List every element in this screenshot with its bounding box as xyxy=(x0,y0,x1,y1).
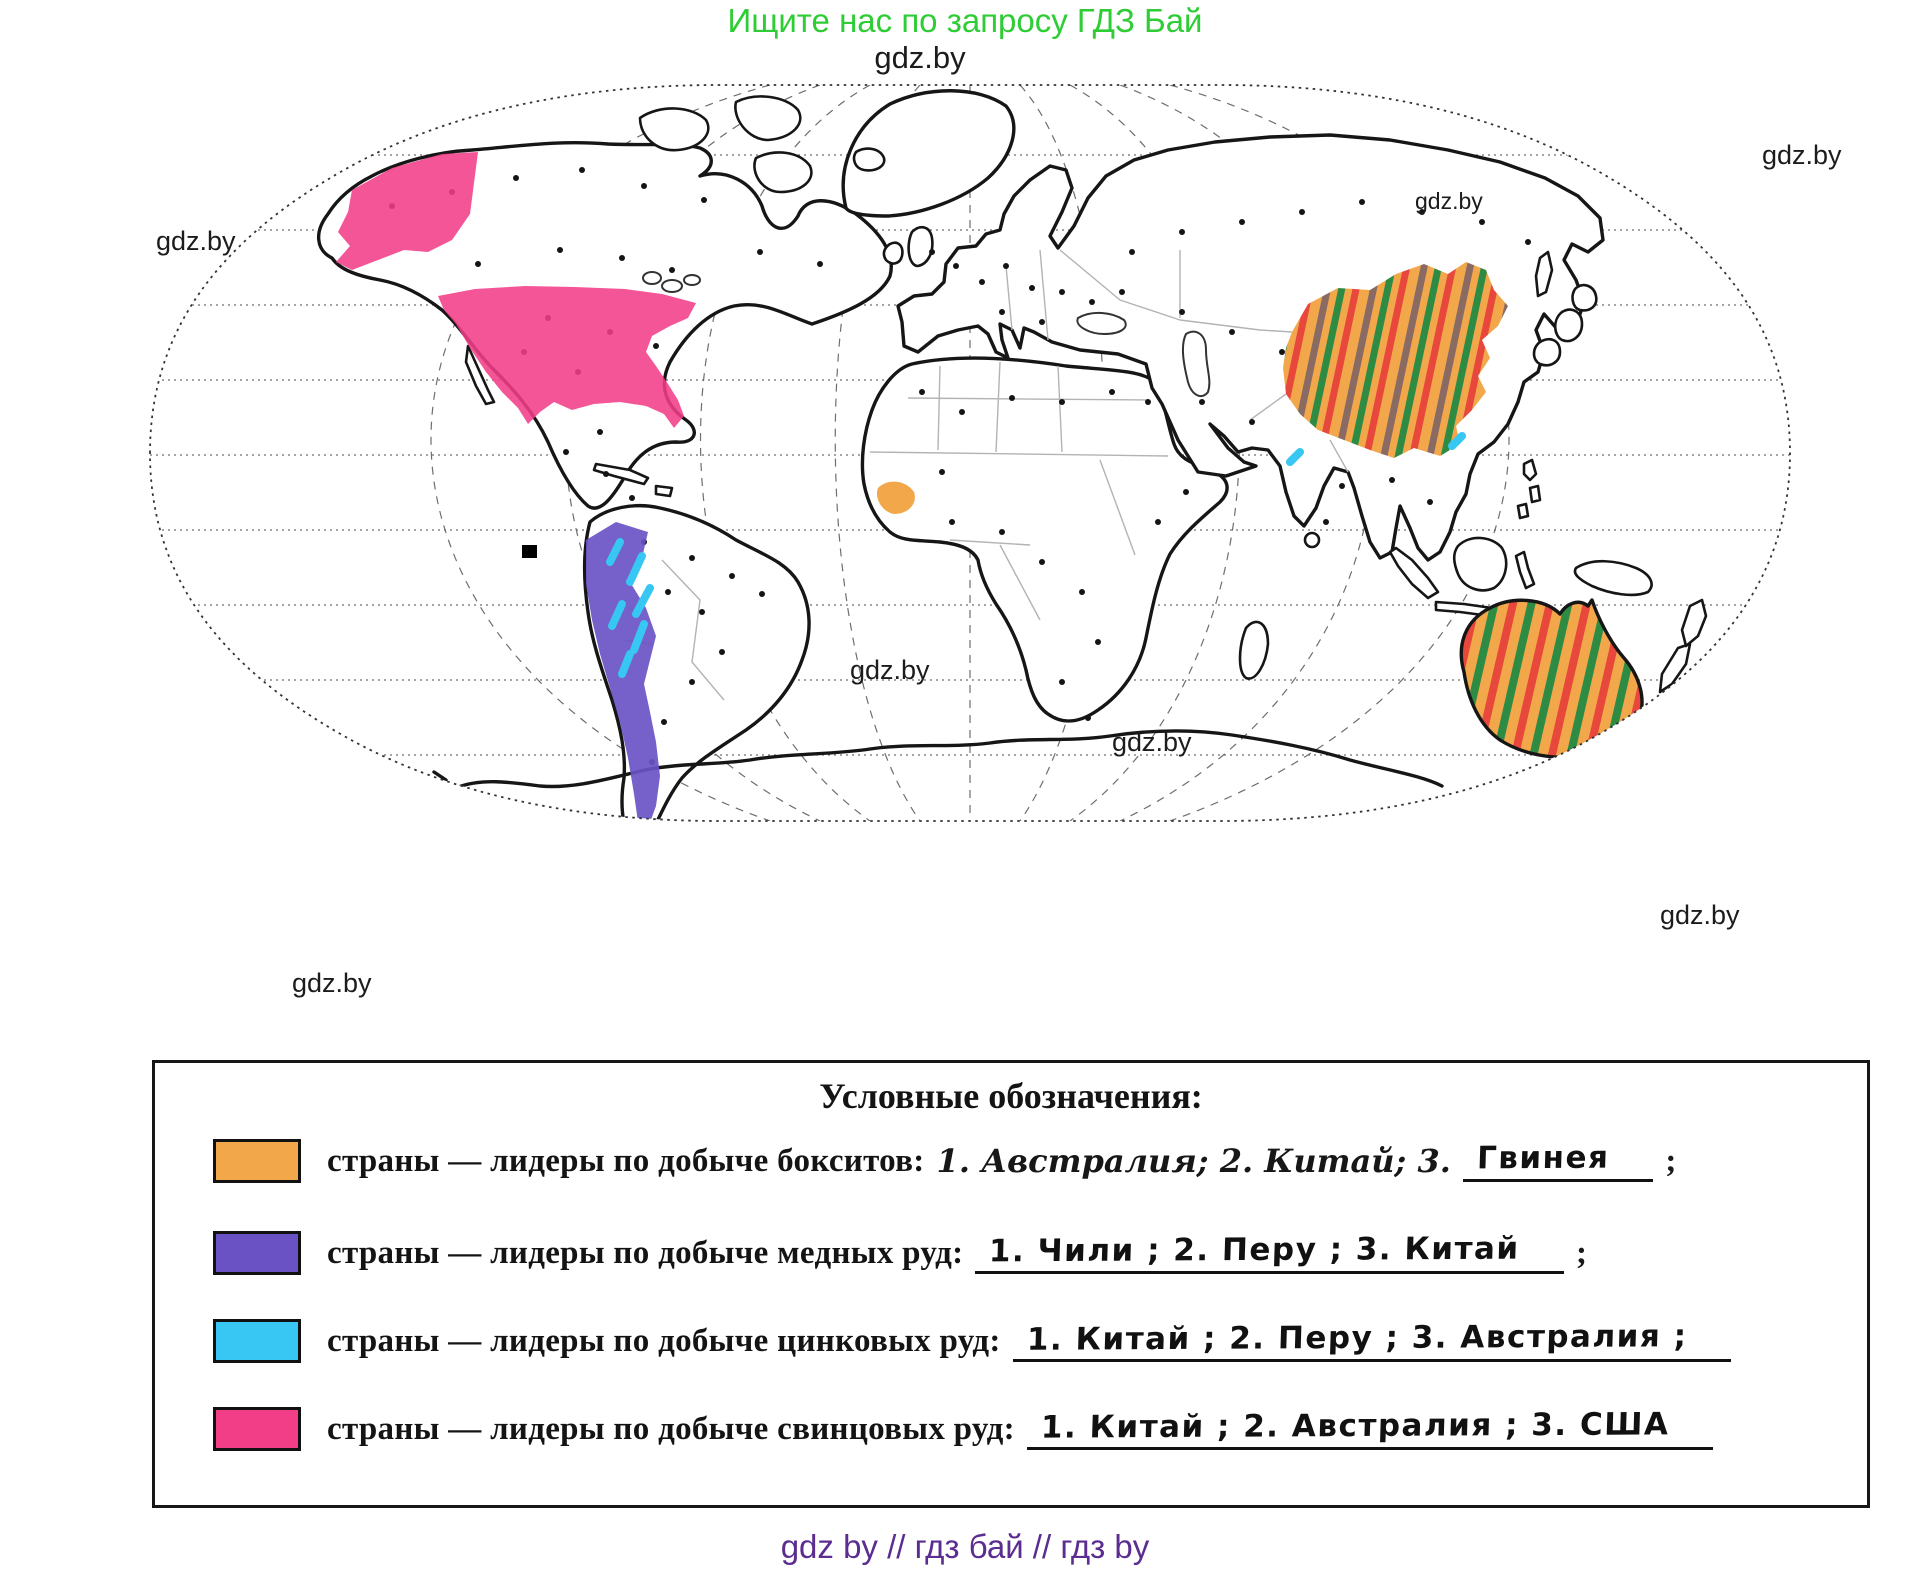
lake-caspian xyxy=(1181,330,1211,398)
lakes xyxy=(642,271,1211,398)
lake-black-sea xyxy=(1076,312,1127,336)
watermark-gdzby: gdz.by xyxy=(874,40,966,75)
zinc-marks-china xyxy=(1286,432,1466,466)
island-new-zealand xyxy=(1658,598,1708,694)
islands-caribbean xyxy=(592,462,674,498)
handwritten-answer: 1. Китай ; 2. Перу ; 3. Австралия ; xyxy=(1026,1318,1688,1358)
country-australia-striped xyxy=(1459,598,1644,759)
continent-antarctica xyxy=(432,729,1444,796)
island-tasmania xyxy=(1556,759,1584,785)
legend-label: страны — лидеры по добыче цинковых руд: xyxy=(327,1322,1001,1359)
legend-row-zinc: страны — лидеры по добыче цинковых руд: … xyxy=(213,1315,1853,1367)
legend-swatch-lead xyxy=(213,1407,301,1451)
arctic-islands xyxy=(638,95,813,194)
legend-row-copper: страны — лидеры по добыче медных руд: 1.… xyxy=(213,1227,1853,1279)
island-greenland xyxy=(841,89,1016,218)
handwritten-answer: 1. Китай ; 2. Австралия ; 3. США xyxy=(1040,1406,1670,1446)
continents xyxy=(317,89,1708,821)
legend-label: страны — лидеры по добыче медных руд: xyxy=(327,1234,964,1271)
peninsula-baja xyxy=(464,344,496,406)
legend-label: страны — лидеры по добыче свинцовых руд: xyxy=(327,1410,1015,1447)
continent-eurasia xyxy=(896,133,1605,562)
legend-box: Условные обозначения: страны — лидеры по… xyxy=(152,1060,1870,1508)
country-alaska-lead xyxy=(336,152,478,270)
map-frame xyxy=(149,84,1791,822)
footer-watermark: gdz by // гдз бай // гдз by xyxy=(780,1528,1150,1565)
island-japan xyxy=(1532,250,1598,367)
legend-title: Условные обозначения: xyxy=(819,1076,1203,1116)
island-iceland xyxy=(852,147,886,172)
watermark-gdzby: gdz.by xyxy=(156,226,236,256)
country-usa-lead xyxy=(438,286,696,428)
legend-swatch-bauxite xyxy=(213,1139,301,1183)
watermark-gdzby: gdz.by xyxy=(1415,188,1483,214)
watermark-gdzby: gdz.by xyxy=(1660,900,1740,930)
zinc-marks-peru xyxy=(606,538,654,678)
legend-swatch-copper xyxy=(213,1231,301,1275)
handwritten-answer: 1. Чили ; 2. Перу ; 3. Китай xyxy=(988,1230,1521,1270)
watermark-gdzby: gdz.by xyxy=(292,968,372,998)
watermark-gdzby: gdz.by xyxy=(850,655,930,685)
legend-row-lead: страны — лидеры по добыче свинцовых руд:… xyxy=(213,1403,1853,1455)
island-sri-lanka xyxy=(1303,531,1321,549)
legend-suffix: ; xyxy=(1576,1234,1588,1271)
colored-countries xyxy=(336,152,1644,821)
legend-printed-answers: 1. Австралия; 2. Китай; 3. xyxy=(936,1142,1451,1180)
country-china-striped xyxy=(1283,262,1508,458)
watermark-gdzby: gdz.by xyxy=(1762,140,1842,170)
promo-banner: Ищите нас по запросу ГДЗ Бай xyxy=(727,2,1203,39)
island-uk-ireland xyxy=(882,225,934,268)
legend-suffix: ; xyxy=(1665,1142,1677,1179)
country-guinea-bauxite xyxy=(876,481,915,514)
handwritten-answer: Гвинея xyxy=(1476,1139,1610,1177)
legend-swatch-zinc xyxy=(213,1319,301,1363)
legend-label: страны — лидеры по добыче бокситов: xyxy=(327,1142,925,1179)
legend-row-bauxite: страны — лидеры по добыче бокситов: 1. А… xyxy=(213,1135,1853,1187)
world-map xyxy=(149,84,1791,822)
watermark-gdzby: gdz.by xyxy=(1112,727,1192,757)
island-madagascar xyxy=(1238,620,1270,680)
